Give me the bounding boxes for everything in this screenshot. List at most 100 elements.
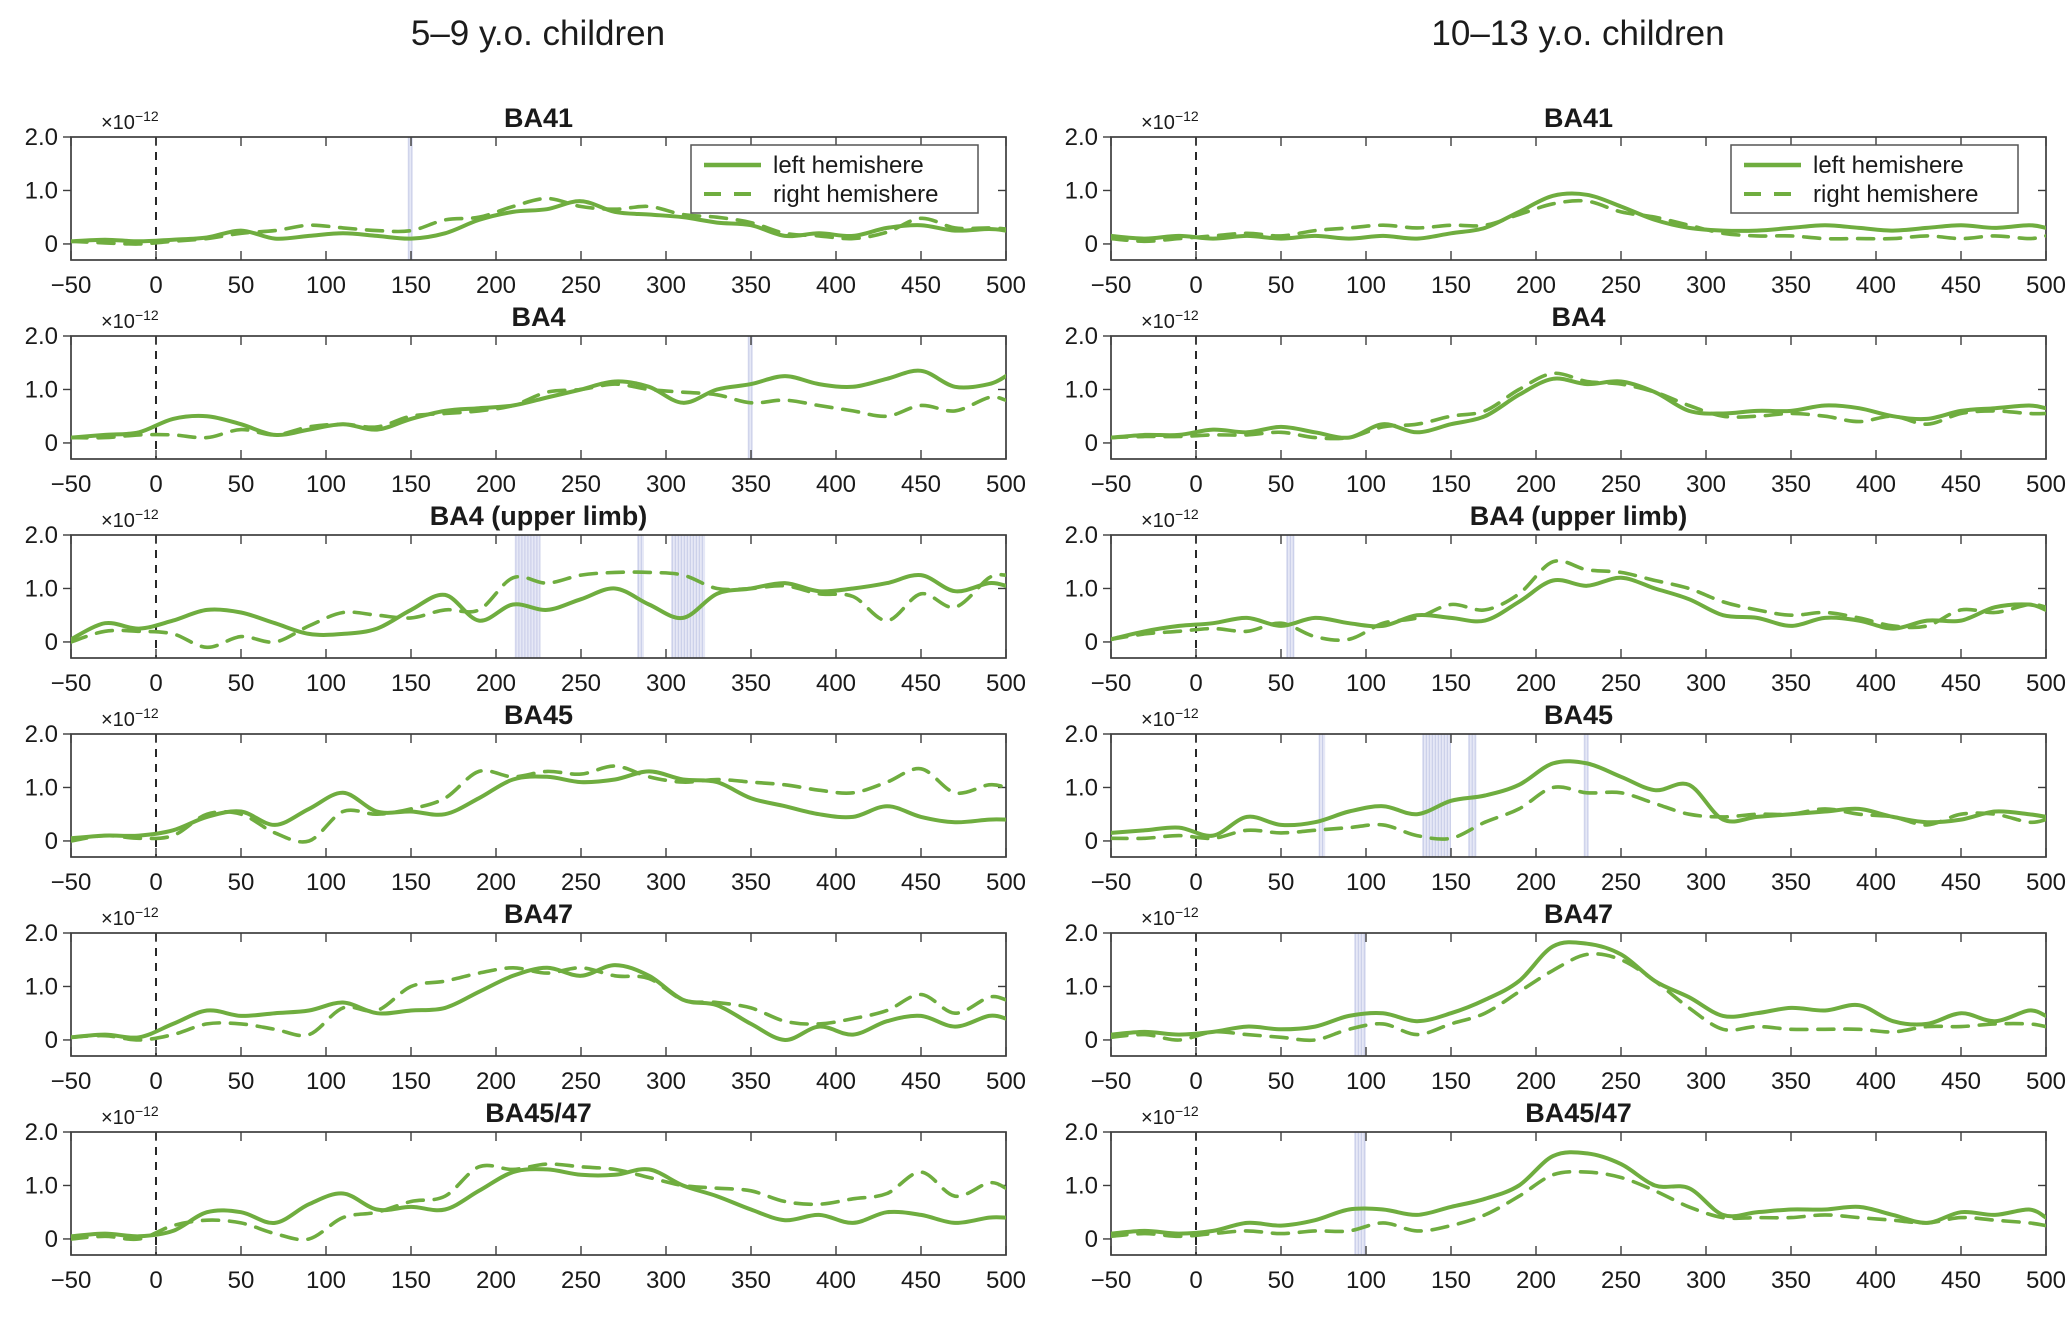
x-tick-label: 0 xyxy=(149,869,162,896)
axes-frame xyxy=(70,534,1007,659)
x-tick-label: 450 xyxy=(901,670,941,697)
x-tick-label: −50 xyxy=(51,471,92,498)
curves-group xyxy=(71,570,1006,650)
x-tick-label: −50 xyxy=(1091,869,1132,896)
subplot-left-ba45-47: −50 0 50 100 150 200 250 300 350 400 450 500 0 1.0 2.0… xyxy=(25,1098,1026,1294)
x-tick-label: 500 xyxy=(986,670,1026,697)
x-tick-label: 150 xyxy=(391,272,431,299)
y-tick-label: 0 xyxy=(45,1027,58,1054)
subplot-right-ba41: −50 0 50 100 150 200 250 300 350 400 450 500 0 1.0 2.0… xyxy=(1065,103,2066,299)
series-right-hemisphere-line xyxy=(1111,559,2046,642)
x-tick-label: 200 xyxy=(1516,869,1556,896)
x-tick-label: 0 xyxy=(1189,1267,1202,1294)
axes-frame xyxy=(1110,733,2047,858)
series-right-hemisphere-line xyxy=(1111,952,2046,1043)
subplot-title: BA47 xyxy=(1544,899,1613,929)
x-tick-label: 450 xyxy=(1941,1068,1981,1095)
x-tick-label: 500 xyxy=(2026,1068,2066,1095)
subplot-left-ba47: −50 0 50 100 150 200 250 300 350 400 450 500 0 1.0 2.0… xyxy=(25,899,1026,1095)
curves-group xyxy=(1111,759,2046,841)
series-right-hemisphere-line xyxy=(71,1162,1006,1242)
series-left-hemisphere-line xyxy=(1111,940,2046,1037)
y-tick-label: 2.0 xyxy=(25,124,58,151)
x-tick-label: 350 xyxy=(1771,471,1811,498)
y-tick-label: 0 xyxy=(1085,1226,1098,1253)
x-tick-label: 250 xyxy=(561,1267,601,1294)
x-tick-label: 100 xyxy=(306,869,346,896)
x-tick-label: 200 xyxy=(1516,471,1556,498)
subplot-title: BA45 xyxy=(1544,700,1613,730)
x-tick-label: 250 xyxy=(561,272,601,299)
curves-group xyxy=(1111,940,2046,1043)
x-tick-label: 400 xyxy=(1856,670,1896,697)
x-tick-label: 0 xyxy=(149,471,162,498)
x-tick-label: 300 xyxy=(1686,272,1726,299)
y-axis-multiplier: ×10−12 xyxy=(101,108,159,134)
y-tick-label: 1.0 xyxy=(25,1172,58,1199)
x-tick-label: 300 xyxy=(1686,471,1726,498)
x-tick-label: 500 xyxy=(986,869,1026,896)
y-tick-label: 1.0 xyxy=(1065,973,1098,1000)
y-tick-label: 0 xyxy=(45,231,58,258)
series-right-hemisphere-line xyxy=(71,196,1006,246)
x-tick-label: 450 xyxy=(1941,869,1981,896)
subplot-right-ba4-upper-limb: −50 0 50 100 150 200 250 300 350 400 450 500 0 1.0 2.0… xyxy=(1065,501,2066,697)
y-axis-multiplier: ×10−12 xyxy=(1141,108,1199,134)
axes-frame xyxy=(70,733,1007,858)
x-tick-label: 450 xyxy=(1941,670,1981,697)
legend-label: right hemishere xyxy=(1813,181,1978,208)
series-left-hemisphere-line xyxy=(71,368,1006,440)
x-tick-label: 300 xyxy=(1686,1068,1726,1095)
y-tick-label: 0 xyxy=(45,828,58,855)
y-tick-label: 2.0 xyxy=(1065,323,1098,350)
x-tick-label: 100 xyxy=(306,1267,346,1294)
x-tick-label: 50 xyxy=(1268,869,1295,896)
x-tick-label: 450 xyxy=(1941,471,1981,498)
y-tick-label: 2.0 xyxy=(25,323,58,350)
x-tick-label: 300 xyxy=(646,670,686,697)
x-tick-label: 200 xyxy=(476,471,516,498)
x-tick-label: 350 xyxy=(731,670,771,697)
significance-band xyxy=(1318,734,1326,857)
x-tick-label: 200 xyxy=(1516,1068,1556,1095)
series-right-hemisphere-line xyxy=(1111,785,2046,841)
x-tick-label: 250 xyxy=(1601,1068,1641,1095)
x-tick-label: 300 xyxy=(646,471,686,498)
y-tick-label: 1.0 xyxy=(25,774,58,801)
x-tick-label: 50 xyxy=(1268,272,1295,299)
x-tick-label: 50 xyxy=(228,272,255,299)
series-left-hemisphere-line xyxy=(71,769,1006,841)
significance-band xyxy=(1422,734,1451,857)
y-tick-label: 2.0 xyxy=(25,522,58,549)
y-tick-label: 0 xyxy=(45,1226,58,1253)
x-tick-label: 400 xyxy=(816,869,856,896)
x-tick-label: 500 xyxy=(2026,272,2066,299)
x-tick-label: −50 xyxy=(51,670,92,697)
subplot-right-ba45-47: −50 0 50 100 150 200 250 300 350 400 450 500 0 1.0 2.0… xyxy=(1065,1098,2066,1294)
x-tick-label: 250 xyxy=(1601,869,1641,896)
subplot-title: BA41 xyxy=(504,103,573,133)
curves-group xyxy=(1111,191,2046,244)
axes-frame xyxy=(70,932,1007,1057)
y-tick-label: 0 xyxy=(1085,828,1098,855)
column-title-left: 5–9 y.o. children xyxy=(410,14,666,53)
subplot-left-ba41: −50 0 50 100 150 200 250 300 350 400 450 500 0 1.0 2.0… xyxy=(25,103,1026,299)
subplot-left-ba45: −50 0 50 100 150 200 250 300 350 400 450 500 0 1.0 2.0… xyxy=(25,700,1026,896)
y-tick-label: 1.0 xyxy=(1065,376,1098,403)
x-tick-label: 100 xyxy=(1346,1068,1386,1095)
x-tick-label: 100 xyxy=(306,471,346,498)
y-axis-multiplier: ×10−12 xyxy=(101,904,159,930)
legend-label: left hemishere xyxy=(773,152,924,179)
y-tick-label: 0 xyxy=(1085,629,1098,656)
x-tick-label: 250 xyxy=(1601,1267,1641,1294)
x-tick-label: 350 xyxy=(731,1267,771,1294)
series-right-hemisphere-line xyxy=(1111,198,2046,244)
x-tick-label: 150 xyxy=(391,869,431,896)
x-tick-label: −50 xyxy=(1091,471,1132,498)
x-tick-label: 250 xyxy=(1601,471,1641,498)
axes-frame xyxy=(1110,1131,2047,1256)
x-tick-label: 50 xyxy=(1268,1267,1295,1294)
y-axis-multiplier: ×10−12 xyxy=(1141,307,1199,333)
series-left-hemisphere-line xyxy=(71,1167,1006,1239)
x-tick-label: 350 xyxy=(1771,1068,1811,1095)
